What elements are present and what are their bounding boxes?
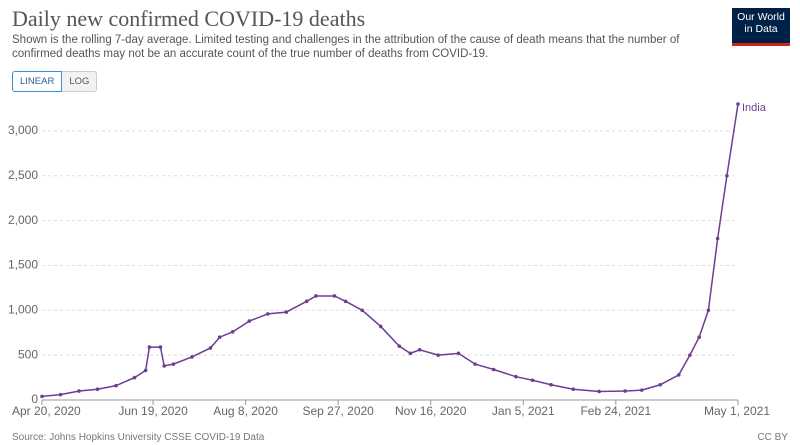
data-point (314, 294, 318, 298)
data-point (332, 294, 337, 298)
data-point (725, 173, 729, 178)
data-point (58, 392, 63, 397)
series-line (41, 103, 739, 398)
y-tick-label: 0 (31, 392, 38, 406)
data-point (343, 299, 348, 304)
data-point (147, 345, 152, 349)
chart-title: Daily new confirmed COVID-19 deaths (12, 6, 366, 31)
x-tick-label: Feb 24, 2021 (580, 404, 651, 418)
data-point (571, 387, 576, 392)
y-tick-label: 500 (18, 347, 38, 361)
data-point (688, 353, 692, 357)
data-point (304, 299, 309, 304)
data-point (247, 319, 252, 323)
data-point (162, 364, 166, 368)
x-tick-label: Jan 5, 2021 (492, 404, 555, 418)
data-point (132, 375, 137, 380)
data-point (514, 374, 518, 379)
x-tick-label: Apr 20, 2020 (12, 404, 81, 418)
data-point (706, 308, 711, 313)
data-point (549, 382, 553, 387)
y-tick-label: 1,500 (8, 258, 38, 272)
data-point (230, 330, 235, 334)
scale-toggle: LINEAR LOG (12, 71, 98, 92)
y-tick-label: 2,500 (8, 168, 38, 182)
y-tick-label: 1,000 (8, 302, 38, 316)
data-point (530, 378, 535, 383)
data-point (676, 373, 681, 377)
data-point (77, 389, 81, 393)
data-point (114, 383, 118, 388)
data-point (658, 382, 663, 387)
data-point (736, 102, 740, 106)
data-point (456, 351, 461, 356)
data-point (378, 324, 383, 329)
logo[interactable]: Our World in Data (732, 8, 790, 46)
data-point (95, 387, 100, 392)
x-tick-label: May 1, 2021 (704, 404, 770, 418)
data-point (208, 346, 213, 350)
chart-subtitle: Shown is the rolling 7-day average. Limi… (12, 34, 680, 60)
data-point (491, 367, 496, 372)
data-point (639, 388, 644, 392)
x-tick-label: Jun 19, 2020 (118, 404, 188, 418)
data-point (171, 362, 176, 366)
data-point (715, 236, 720, 241)
data-point (473, 362, 477, 366)
x-tick-label: Nov 16, 2020 (395, 404, 467, 418)
data-point (40, 394, 44, 399)
data-point (397, 344, 402, 348)
license[interactable]: CC BY (757, 432, 788, 443)
data-point (436, 353, 440, 357)
data-point (597, 389, 601, 394)
data-point (158, 345, 163, 349)
data-point (623, 389, 627, 393)
data-point (217, 335, 222, 340)
data-point (408, 351, 413, 356)
y-tick-label: 2,000 (8, 213, 38, 227)
y-tick-label: 3,000 (8, 123, 38, 137)
data-point (143, 368, 148, 373)
data-point (417, 347, 422, 352)
data-point (190, 355, 194, 359)
linear-button[interactable]: LINEAR (12, 71, 63, 92)
data-point (284, 310, 289, 314)
x-tick-label: Aug 8, 2020 (213, 404, 278, 418)
data-point (266, 312, 270, 316)
x-tick-label: Sep 27, 2020 (302, 404, 374, 418)
data-point (697, 335, 701, 340)
data-point (360, 308, 365, 313)
series-label: India (742, 102, 767, 114)
source: Source: Johns Hopkins University CSSE CO… (12, 432, 265, 443)
log-button[interactable]: LOG (62, 71, 98, 92)
